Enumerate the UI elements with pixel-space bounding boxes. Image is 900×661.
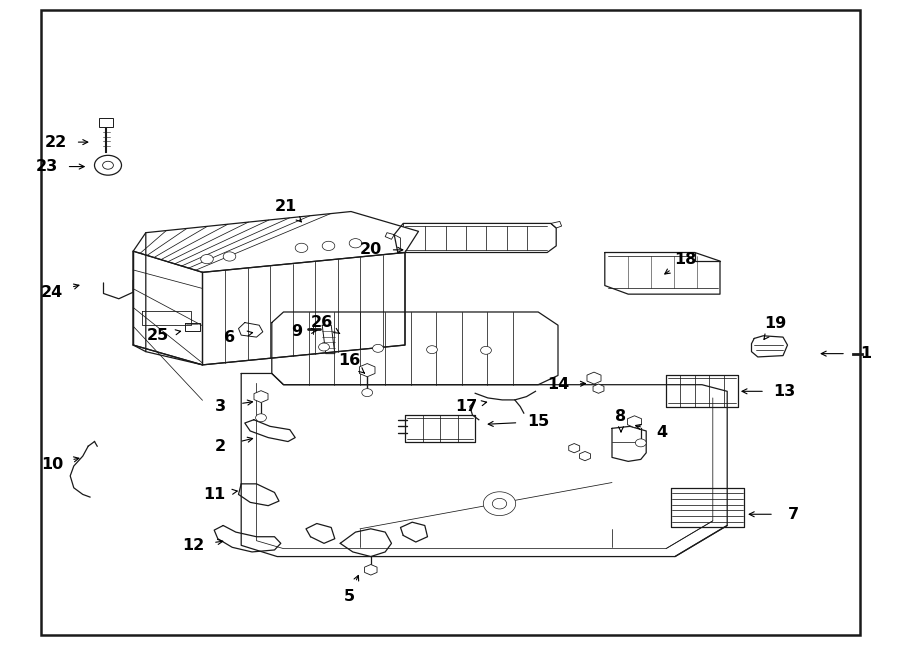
Circle shape [319, 343, 329, 351]
Circle shape [223, 252, 236, 261]
Text: 19: 19 [765, 317, 787, 331]
Polygon shape [627, 416, 642, 428]
Polygon shape [569, 444, 580, 453]
Text: 3: 3 [215, 399, 226, 414]
Circle shape [295, 243, 308, 253]
Text: 23: 23 [36, 159, 58, 174]
Text: 5: 5 [344, 589, 355, 603]
Circle shape [256, 414, 266, 422]
Polygon shape [593, 384, 604, 393]
Text: 17: 17 [455, 399, 477, 414]
Text: 4: 4 [656, 426, 667, 440]
Polygon shape [359, 364, 375, 377]
Text: 7: 7 [788, 507, 799, 522]
Text: 18: 18 [675, 252, 697, 266]
Circle shape [635, 439, 646, 447]
Text: 9: 9 [292, 325, 302, 339]
Text: 8: 8 [616, 409, 626, 424]
Circle shape [427, 346, 437, 354]
Text: 10: 10 [41, 457, 63, 471]
Text: 11: 11 [203, 487, 225, 502]
Circle shape [373, 344, 383, 352]
Text: 22: 22 [45, 135, 67, 149]
Circle shape [481, 346, 491, 354]
Circle shape [322, 241, 335, 251]
Text: 25: 25 [147, 329, 168, 343]
Circle shape [201, 254, 213, 264]
Text: 2: 2 [215, 439, 226, 453]
Polygon shape [254, 391, 268, 403]
Text: 20: 20 [360, 243, 382, 257]
Text: 14: 14 [547, 377, 569, 392]
Text: 15: 15 [527, 414, 549, 429]
Polygon shape [364, 564, 377, 575]
Text: 16: 16 [338, 353, 360, 368]
Polygon shape [580, 451, 590, 461]
Bar [99, 118, 113, 127]
Text: 26: 26 [311, 315, 333, 330]
Text: 6: 6 [224, 330, 235, 344]
Text: 24: 24 [41, 285, 63, 299]
Circle shape [103, 161, 113, 169]
Polygon shape [587, 372, 601, 384]
Circle shape [492, 498, 507, 509]
Circle shape [349, 239, 362, 248]
Circle shape [483, 492, 516, 516]
Text: 21: 21 [275, 199, 297, 214]
Circle shape [362, 389, 373, 397]
Text: 13: 13 [774, 384, 796, 399]
Text: 12: 12 [183, 538, 204, 553]
Text: 1: 1 [860, 346, 871, 361]
Circle shape [94, 155, 122, 175]
